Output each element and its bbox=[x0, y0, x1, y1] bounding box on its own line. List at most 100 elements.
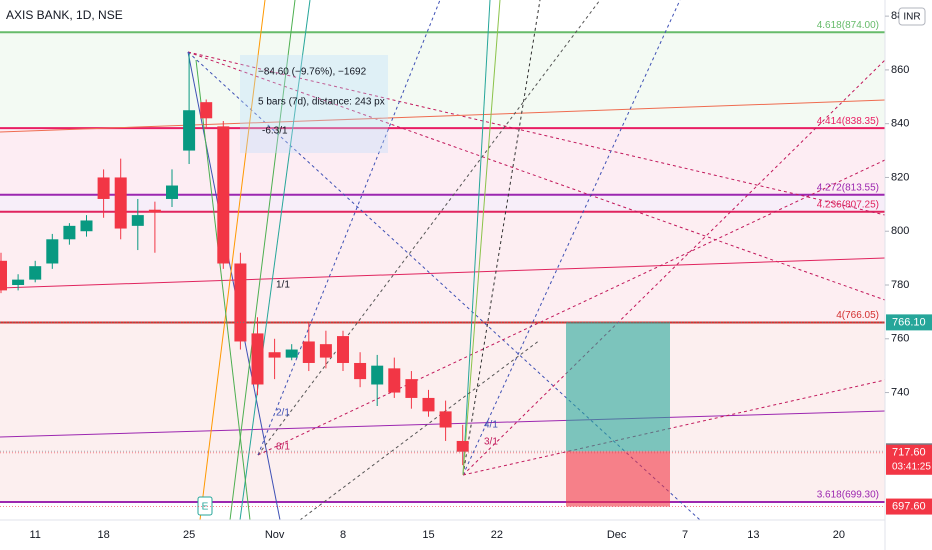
earnings-text: E bbox=[202, 502, 209, 513]
y-tick-label: 860 bbox=[891, 64, 909, 76]
x-axis-bg bbox=[0, 520, 885, 550]
fan-line bbox=[462, 0, 541, 476]
candle-body bbox=[29, 266, 42, 280]
chart-title: AXIS BANK, 1D, NSE bbox=[6, 8, 123, 22]
fan-line bbox=[257, 0, 441, 456]
candle-body bbox=[0, 260, 7, 291]
trend-line bbox=[0, 99, 886, 133]
ratio-text: 2/1 bbox=[276, 408, 290, 419]
annotations: −84.60 (−9.76%), −1692 5 bars (7d), dist… bbox=[197, 67, 498, 516]
measure-text: −84.60 (−9.76%), −1692 bbox=[258, 67, 367, 78]
fan-line bbox=[199, 0, 266, 521]
candle-body bbox=[114, 177, 127, 229]
candle-body bbox=[148, 209, 161, 213]
fan-line bbox=[462, 0, 491, 476]
candle-body bbox=[46, 239, 59, 264]
candle-body bbox=[166, 185, 178, 199]
candle-body bbox=[268, 352, 281, 358]
measure-text: 5 bars (7d), distance: 243 px bbox=[258, 97, 385, 108]
fan-line bbox=[229, 0, 296, 521]
x-tick-label: 8 bbox=[340, 529, 346, 541]
level-label: 4.236(807.25) bbox=[817, 199, 879, 210]
candle-body bbox=[217, 126, 230, 264]
candle-body bbox=[354, 362, 367, 380]
x-tick-label: 15 bbox=[422, 529, 434, 541]
candle-body bbox=[422, 397, 435, 412]
x-tick-label: 22 bbox=[491, 529, 503, 541]
level-zone bbox=[0, 211, 885, 323]
y-tick-label: 740 bbox=[891, 386, 909, 398]
candle-body bbox=[131, 215, 144, 226]
profit-zone bbox=[566, 322, 670, 452]
price-tag bbox=[886, 314, 932, 331]
price-tag-label: 766.10 bbox=[892, 316, 926, 328]
fan-line bbox=[462, 379, 886, 476]
level-label: 4(766.05) bbox=[836, 310, 879, 321]
candle-body bbox=[97, 177, 110, 199]
x-tick-label: 11 bbox=[29, 529, 40, 541]
fan-line bbox=[195, 59, 251, 521]
fan-line bbox=[257, 0, 601, 456]
fan-line bbox=[239, 0, 311, 521]
ratio-text: 8/1 bbox=[276, 442, 290, 453]
y-tick-label: 800 bbox=[891, 225, 909, 237]
candle-body bbox=[439, 411, 452, 428]
price-tag-label: 717.60 bbox=[892, 447, 926, 459]
ratio-text: 1/1 bbox=[276, 280, 290, 291]
ratio-text: 4/1 bbox=[484, 420, 498, 431]
x-tick-label: Dec bbox=[607, 529, 627, 541]
y-tick-label: 820 bbox=[891, 171, 909, 183]
candle-body bbox=[251, 333, 264, 385]
ratio-text: 3/1 bbox=[484, 437, 498, 448]
candle-body bbox=[319, 344, 332, 358]
x-tick-label: 20 bbox=[833, 529, 845, 541]
candle-body bbox=[234, 263, 247, 342]
countdown: 03:41:25 bbox=[892, 461, 931, 472]
y-tick-label: 760 bbox=[891, 333, 909, 345]
candle-body bbox=[12, 279, 25, 286]
price-tag bbox=[886, 444, 932, 475]
price-tag bbox=[886, 498, 932, 515]
trend-line bbox=[187, 51, 281, 521]
candle-body bbox=[285, 349, 298, 358]
candle-body bbox=[302, 341, 315, 363]
y-tick-label: 780 bbox=[891, 279, 909, 291]
drawings bbox=[0, 0, 886, 521]
y-tick-label: 840 bbox=[891, 118, 909, 130]
x-tick-label: 7 bbox=[682, 529, 688, 541]
fan-line bbox=[257, 159, 886, 456]
candle-body bbox=[337, 336, 349, 363]
price-tag-label: 697.60 bbox=[892, 500, 926, 512]
candle-body bbox=[200, 102, 213, 119]
candle-body bbox=[80, 220, 93, 232]
level-label: 3.618(699.30) bbox=[817, 490, 879, 501]
earnings-marker[interactable] bbox=[197, 496, 213, 516]
trend-line bbox=[0, 257, 886, 289]
currency-badge[interactable] bbox=[898, 7, 926, 26]
candle-body bbox=[388, 368, 401, 393]
x-tick-label: 18 bbox=[97, 529, 109, 541]
candle-body bbox=[183, 110, 196, 151]
fan-line bbox=[299, 339, 541, 521]
position bbox=[566, 322, 670, 507]
fan-line bbox=[187, 51, 886, 216]
ratio-text: -6.3/1 bbox=[262, 126, 288, 137]
loss-zone bbox=[566, 451, 670, 507]
currency: INR bbox=[903, 12, 920, 23]
level-label: 4.272(813.55) bbox=[817, 182, 879, 193]
x-tick-label: Nov bbox=[265, 529, 285, 541]
candles bbox=[0, 53, 469, 466]
zones: 4.618(874.00) 4.414(838.35) 4.272(813.55) 4… bbox=[0, 20, 885, 503]
level-zone bbox=[0, 32, 885, 129]
fan-line bbox=[462, 0, 501, 476]
level-label: 4.618(874.00) bbox=[817, 20, 879, 31]
candle-body bbox=[405, 379, 418, 398]
x-tick-label: 25 bbox=[183, 529, 195, 541]
axes: 740760780800820840860880111825Nov81522De… bbox=[0, 10, 932, 541]
level-label: 4.414(838.35) bbox=[817, 116, 879, 127]
candle-body bbox=[456, 440, 469, 452]
level-zone bbox=[0, 128, 885, 195]
measure-box bbox=[240, 55, 388, 153]
